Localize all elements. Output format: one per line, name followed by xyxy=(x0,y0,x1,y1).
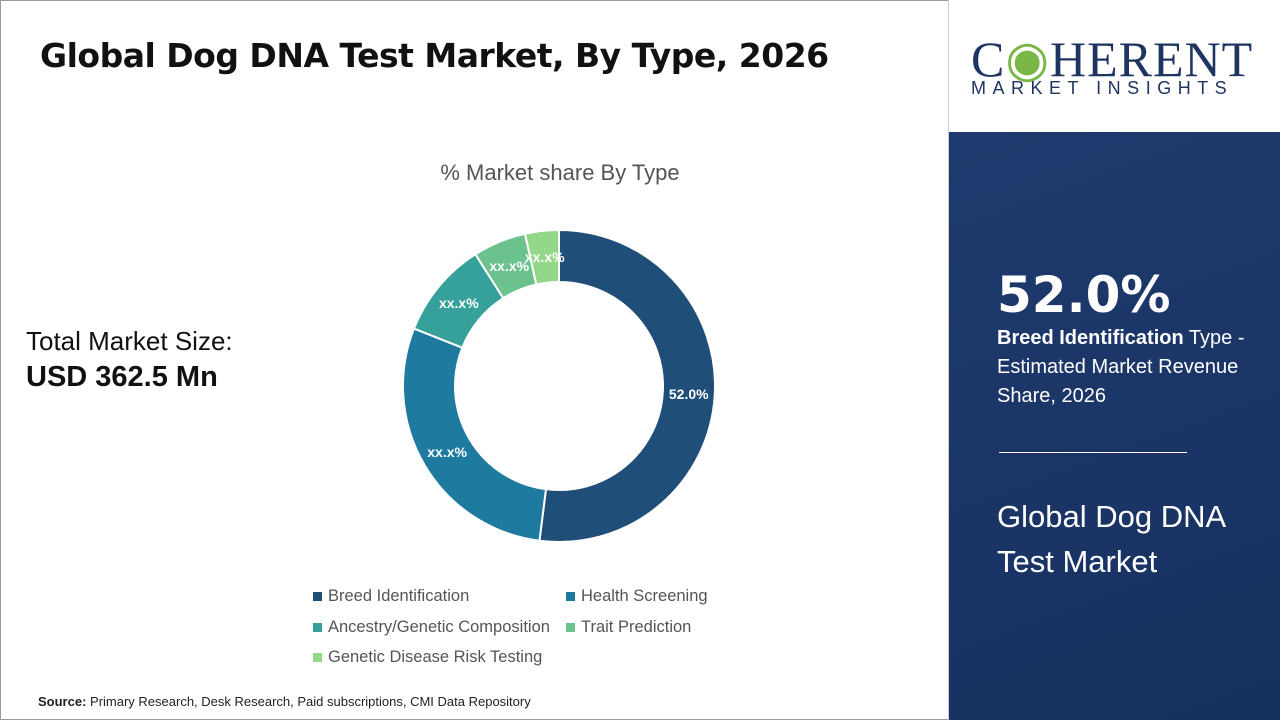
legend-swatch xyxy=(313,653,322,662)
sidebar: C◉HERENT MARKET INSIGHTS 52.0% Breed Ide… xyxy=(948,0,1280,720)
legend-item: Genetic Disease Risk Testing xyxy=(313,648,542,667)
highlight-segment: Breed Identification xyxy=(997,327,1184,349)
source-label: Source: xyxy=(38,694,87,709)
slice-genetic-disease-risk-testing xyxy=(523,228,560,286)
highlight-text: Type - Estimated Market Revenue Share, 2… xyxy=(997,327,1245,407)
data-label: xx.x% xyxy=(489,258,529,274)
source-text: Primary Research, Desk Research, Paid su… xyxy=(86,694,531,709)
legend-label: Breed Identification xyxy=(328,587,470,605)
divider xyxy=(999,452,1187,453)
total-market-size: Total Market Size: USD 362.5 Mn xyxy=(26,326,233,394)
highlight-description: Breed Identification Type - Estimated Ma… xyxy=(997,324,1267,411)
page-title: Global Dog DNA Test Market, By Type, 202… xyxy=(40,36,829,75)
slice-breed-identification xyxy=(538,228,716,543)
legend-label: Health Screening xyxy=(581,587,708,605)
legend-swatch xyxy=(566,623,575,632)
source-note: Source: Primary Research, Desk Research,… xyxy=(38,694,531,709)
data-label: xx.x% xyxy=(439,295,479,311)
legend-label: Trait Prediction xyxy=(581,618,692,636)
logo-tagline: MARKET INSIGHTS xyxy=(971,78,1234,98)
legend-swatch xyxy=(313,592,322,601)
donut-chart: 52.0%xx.x%xx.x%xx.x%xx.x% xyxy=(402,228,716,543)
data-label: xx.x% xyxy=(525,249,565,265)
data-label: xx.x% xyxy=(427,444,467,460)
legend-item: Ancestry/Genetic Composition xyxy=(313,618,550,637)
highlight-panel: 52.0% Breed Identification Type - Estima… xyxy=(949,132,1280,720)
slice-health-screening xyxy=(402,327,548,542)
legend-label: Ancestry/Genetic Composition xyxy=(328,618,550,636)
legend-swatch xyxy=(313,623,322,632)
chart-title: % Market share By Type xyxy=(440,160,680,185)
market-name: Global Dog DNA Test Market xyxy=(997,499,1225,579)
legend-item: Health Screening xyxy=(566,587,708,606)
total-label: Total Market Size: xyxy=(26,326,233,356)
data-label: 52.0% xyxy=(669,386,709,402)
legend-label: Genetic Disease Risk Testing xyxy=(328,648,543,666)
legend-item: Trait Prediction xyxy=(566,618,691,637)
legend-swatch xyxy=(566,592,575,601)
logo-wordmark: C◉HERENT xyxy=(971,31,1254,87)
legend-item: Breed Identification xyxy=(313,587,469,606)
logo: C◉HERENT MARKET INSIGHTS xyxy=(949,0,1280,132)
total-value: USD 362.5 Mn xyxy=(26,361,218,393)
highlight-value: 52.0% xyxy=(997,266,1171,324)
